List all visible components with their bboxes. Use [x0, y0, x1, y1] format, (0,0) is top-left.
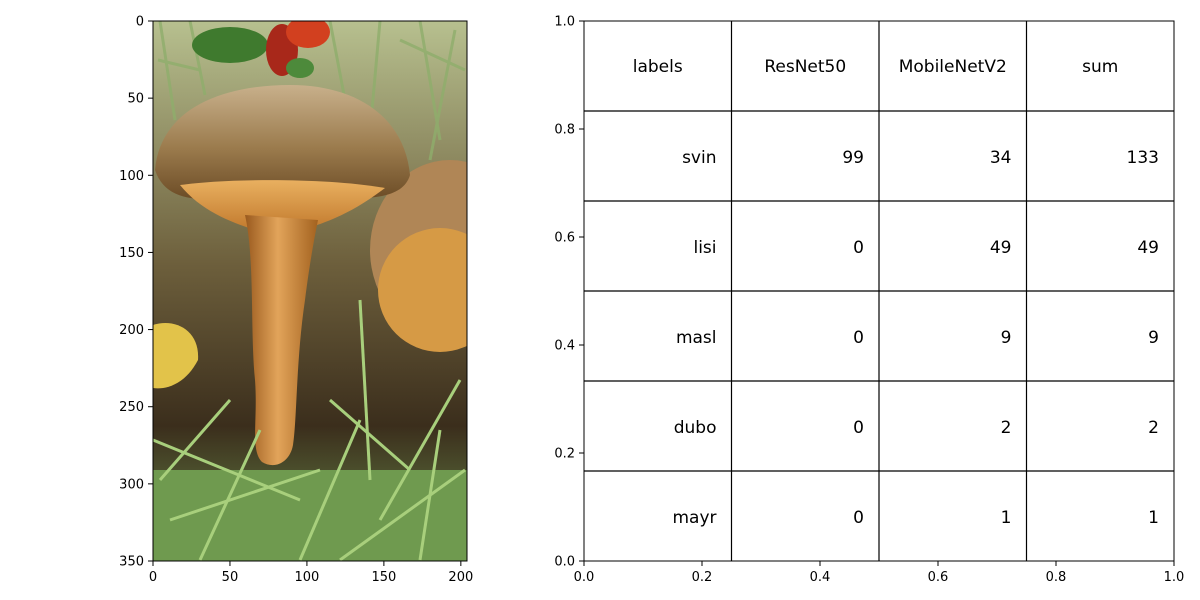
table-row-label: lisi — [693, 238, 716, 258]
table-row-label: mayr — [672, 508, 716, 528]
table-cell: 2 — [1148, 418, 1159, 438]
table-axes-frame — [583, 20, 1175, 562]
table-cell: 2 — [1001, 418, 1012, 438]
table-x-tick-label: 1.0 — [1164, 570, 1185, 585]
image-y-tick-label: 250 — [119, 400, 144, 415]
table-y-tick-label: 0.4 — [554, 339, 575, 354]
table-x-tick-label: 0.4 — [810, 570, 831, 585]
image-y-tick-label: 200 — [119, 323, 144, 338]
image-y-tick-label: 0 — [136, 15, 144, 30]
table-y-tick-label: 1.0 — [554, 15, 575, 30]
table-cell: 34 — [990, 148, 1012, 168]
image-y-tick-label: 150 — [119, 246, 144, 261]
table-cell: 49 — [1137, 238, 1159, 258]
image-y-axis: 0 50 100 150 200 250 300 350 — [119, 15, 153, 570]
table-y-tick-label: 0.8 — [554, 123, 575, 138]
image-panel: 0 50 100 150 200 0 50 100 150 200 250 300 350 — [119, 15, 473, 586]
table-cell: 1 — [1148, 508, 1159, 528]
table-header-cell: sum — [1082, 57, 1118, 77]
image-y-tick-label: 50 — [127, 92, 144, 107]
image-frame — [152, 20, 468, 562]
table-cell: 49 — [990, 238, 1012, 258]
table-cell: 133 — [1127, 148, 1159, 168]
image-x-axis: 0 50 100 150 200 — [149, 561, 473, 585]
table-cell: 9 — [1001, 328, 1012, 348]
table-row-label: svin — [682, 148, 716, 168]
table-cell: 0 — [853, 508, 864, 528]
image-x-tick-label: 100 — [295, 570, 320, 585]
table-x-tick-label: 0.6 — [928, 570, 949, 585]
table-cell: 1 — [1001, 508, 1012, 528]
table-x-tick-label: 0.0 — [574, 570, 595, 585]
table-row-label: dubo — [674, 418, 717, 438]
table-x-tick-label: 0.8 — [1046, 570, 1067, 585]
table-header-cell: labels — [633, 57, 683, 77]
image-x-tick-label: 150 — [371, 570, 396, 585]
image-x-tick-label: 50 — [222, 570, 239, 585]
image-y-tick-label: 350 — [119, 555, 144, 570]
table-x-tick-label: 0.2 — [692, 570, 713, 585]
table-cell: 0 — [853, 418, 864, 438]
table-header-cell: ResNet50 — [764, 57, 846, 77]
table-y-tick-label: 0.0 — [554, 555, 575, 570]
table-y-tick-label: 0.2 — [554, 447, 575, 462]
mushroom-photo — [153, 21, 467, 561]
image-x-tick-label: 0 — [149, 570, 157, 585]
table-x-axis: 0.0 0.2 0.4 0.6 0.8 1.0 — [574, 561, 1185, 585]
table-grid — [584, 21, 1174, 561]
table-y-axis: 0.0 0.2 0.4 0.6 0.8 1.0 — [554, 15, 584, 570]
table-header-cell: MobileNetV2 — [899, 57, 1007, 77]
image-y-tick-label: 100 — [119, 169, 144, 184]
table-y-tick-label: 0.6 — [554, 231, 575, 246]
table-cell: 0 — [853, 238, 864, 258]
table-cell: 0 — [853, 328, 864, 348]
image-y-tick-label: 300 — [119, 477, 144, 492]
table-cell: 9 — [1148, 328, 1159, 348]
image-x-tick-label: 200 — [448, 570, 473, 585]
table-row-label: masl — [676, 328, 717, 348]
table-cell: 99 — [842, 148, 864, 168]
